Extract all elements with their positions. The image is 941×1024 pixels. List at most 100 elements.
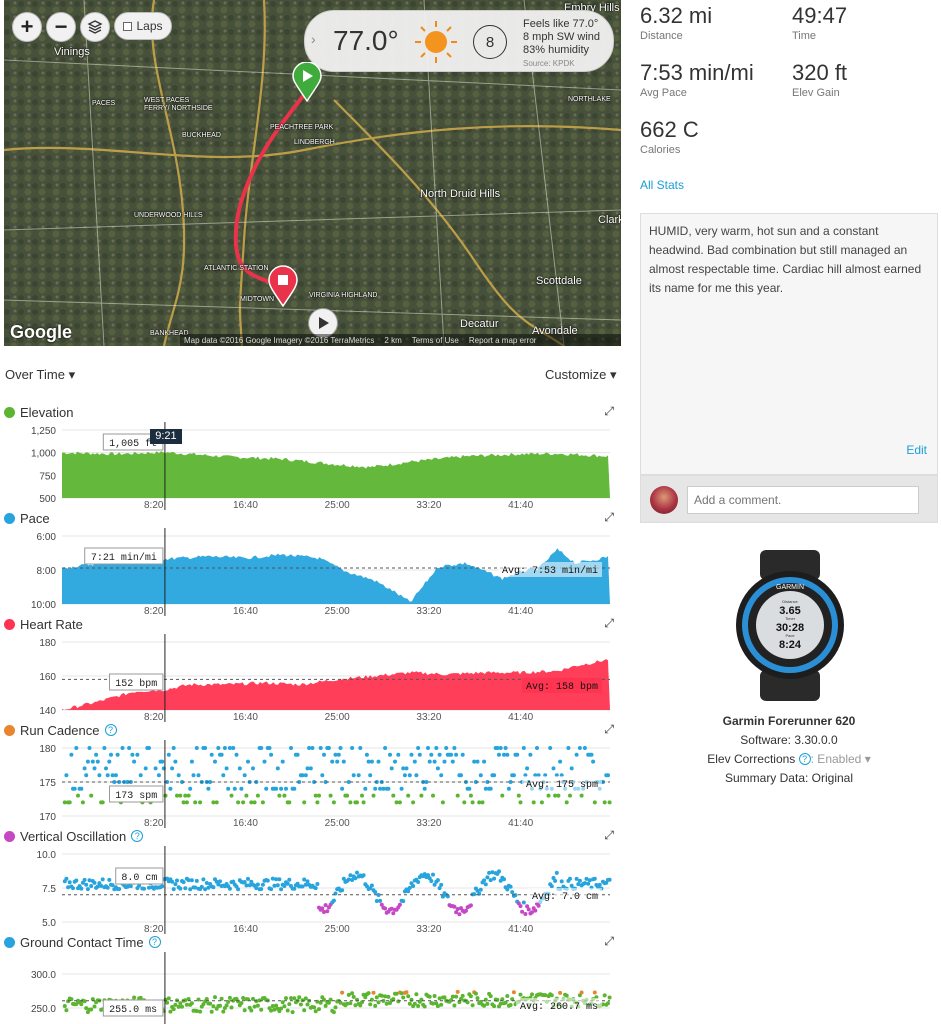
data-point xyxy=(110,773,115,778)
finish-marker-icon[interactable] xyxy=(267,265,299,307)
garmin-watch-image: GARMIN Distance 3.65 Timer 30:28 Pace 8:… xyxy=(736,550,844,701)
data-point xyxy=(94,752,99,757)
zoom-in-button[interactable]: + xyxy=(12,12,42,42)
expand-icon[interactable]: ⤢ xyxy=(604,722,614,736)
data-point xyxy=(371,990,376,995)
data-point xyxy=(269,752,274,757)
chart-ground-contact-time[interactable]: Ground Contact Time?⤢300.0250.08:2016:40… xyxy=(4,934,618,1024)
data-point xyxy=(470,1003,475,1008)
data-point xyxy=(502,877,506,882)
chart-pace[interactable]: Pace ⤢ 6:00 8:00 10:00 8:20 16:40 25:00 33:20 41:… xyxy=(4,510,618,616)
chart-plot: 180 160 140 8:20 16:40 25:00 33:20 41:40 152 bpm… xyxy=(39,634,610,722)
data-point xyxy=(168,1009,173,1014)
data-point xyxy=(508,884,513,889)
data-point xyxy=(221,773,226,778)
device-name: Garmin Forerunner 620 xyxy=(722,714,856,728)
over-time-dropdown[interactable]: Over Time ▾ xyxy=(5,367,75,383)
data-point xyxy=(358,746,363,750)
expand-icon[interactable]: ⤢ xyxy=(604,404,614,418)
help-icon[interactable]: ? xyxy=(798,753,811,765)
average-label-bg xyxy=(528,888,602,903)
data-point xyxy=(399,786,404,791)
data-point xyxy=(478,887,483,892)
data-point xyxy=(371,793,376,798)
data-point xyxy=(189,1001,194,1006)
y-tick-label: 300.0 xyxy=(31,970,56,981)
caret-down-icon[interactable]: ▾ xyxy=(861,752,871,766)
map-place-label: PACES xyxy=(92,100,116,107)
data-point xyxy=(313,793,318,798)
data-point xyxy=(67,800,72,805)
data-point xyxy=(340,786,345,791)
terms-link[interactable]: Terms of Use xyxy=(411,335,459,345)
data-point xyxy=(558,759,563,764)
data-point xyxy=(416,746,421,750)
data-point xyxy=(211,885,216,890)
data-point xyxy=(236,887,241,892)
data-point xyxy=(376,1000,381,1005)
data-point xyxy=(505,887,510,892)
data-point xyxy=(255,793,260,798)
map-place-label: Decatur xyxy=(460,318,499,330)
y-tick-label: 6:00 xyxy=(37,532,57,543)
laps-toggle[interactable]: Laps xyxy=(114,12,172,40)
edit-notes-link[interactable]: Edit xyxy=(906,443,927,457)
watch-distance: 3.65 xyxy=(779,605,800,617)
y-tick-label: 140 xyxy=(39,706,56,717)
data-point xyxy=(97,773,102,778)
elev-corrections[interactable]: Elev Corrections ?: Enabled ▾ xyxy=(660,750,918,769)
data-point xyxy=(264,786,269,791)
data-point xyxy=(348,1001,353,1006)
data-point xyxy=(90,997,95,1002)
all-stats-link[interactable]: All Stats xyxy=(640,178,685,192)
layers-button[interactable] xyxy=(80,12,110,42)
chart-vertical-oscillation[interactable]: Vertical Oscillation? ⤢ 10.0 7.5 5.0 8:20 16:4… xyxy=(4,828,618,934)
data-point xyxy=(201,877,206,882)
data-point xyxy=(218,1003,222,1008)
help-icon[interactable]: ? xyxy=(104,724,117,736)
data-point xyxy=(346,877,351,882)
laps-checkbox[interactable] xyxy=(123,21,133,31)
chart-heart-rate[interactable]: Heart Rate ⤢ 180 160 140 8:20 16:40 25:00 33:20 4… xyxy=(4,616,618,722)
chart-header: Heart Rate xyxy=(4,616,83,632)
expand-icon[interactable]: ⤢ xyxy=(604,510,614,524)
data-point xyxy=(326,1000,331,1005)
zoom-out-button[interactable]: − xyxy=(46,12,76,42)
start-marker-icon[interactable] xyxy=(291,62,323,102)
data-point xyxy=(275,766,280,771)
help-icon[interactable]: ? xyxy=(131,830,144,842)
data-point xyxy=(302,800,307,805)
route-map[interactable]: Vinings PACES WEST PACES FERRY/ NORTHSIDE B… xyxy=(4,0,621,346)
data-point xyxy=(323,1003,328,1008)
data-point xyxy=(597,882,602,887)
data-point xyxy=(237,766,242,771)
expand-icon[interactable]: ⤢ xyxy=(604,828,614,842)
data-point xyxy=(373,890,378,895)
data-point xyxy=(203,746,208,750)
chart-run-cadence[interactable]: Run Cadence? ⤢ 180 175 170 8:20 16:40 25:00 33:2… xyxy=(4,722,618,828)
play-route-button[interactable] xyxy=(308,308,338,338)
data-point xyxy=(607,800,612,805)
elev-corrections-value[interactable]: : Enabled xyxy=(810,752,862,766)
data-point xyxy=(186,997,191,1001)
customize-dropdown[interactable]: Customize ▾ xyxy=(545,367,617,383)
report-error-link[interactable]: Report a map error xyxy=(468,335,537,345)
data-point xyxy=(236,800,241,805)
watch-timer: 30:28 xyxy=(776,622,804,634)
data-point xyxy=(424,780,429,784)
data-point xyxy=(180,1004,184,1009)
weather-panel[interactable]: › 77.0° 8 Feels like 77.0° 8 mph SW wind… xyxy=(304,10,614,72)
expand-icon[interactable]: ⤢ xyxy=(604,934,614,948)
data-point xyxy=(437,886,442,891)
chart-elevation[interactable]: Elevation ⤢ 1,250 1,000 750 500 8:20 16:40 25:00… xyxy=(4,404,618,510)
data-point xyxy=(348,873,353,878)
data-point xyxy=(353,876,358,881)
x-tick-label: 16:40 xyxy=(233,924,258,934)
data-point xyxy=(394,991,399,996)
data-point xyxy=(373,1003,378,1008)
data-point xyxy=(487,870,492,875)
comment-input[interactable] xyxy=(687,486,919,514)
data-point xyxy=(277,793,282,798)
help-icon[interactable]: ? xyxy=(148,936,161,948)
expand-icon[interactable]: ⤢ xyxy=(604,616,614,630)
